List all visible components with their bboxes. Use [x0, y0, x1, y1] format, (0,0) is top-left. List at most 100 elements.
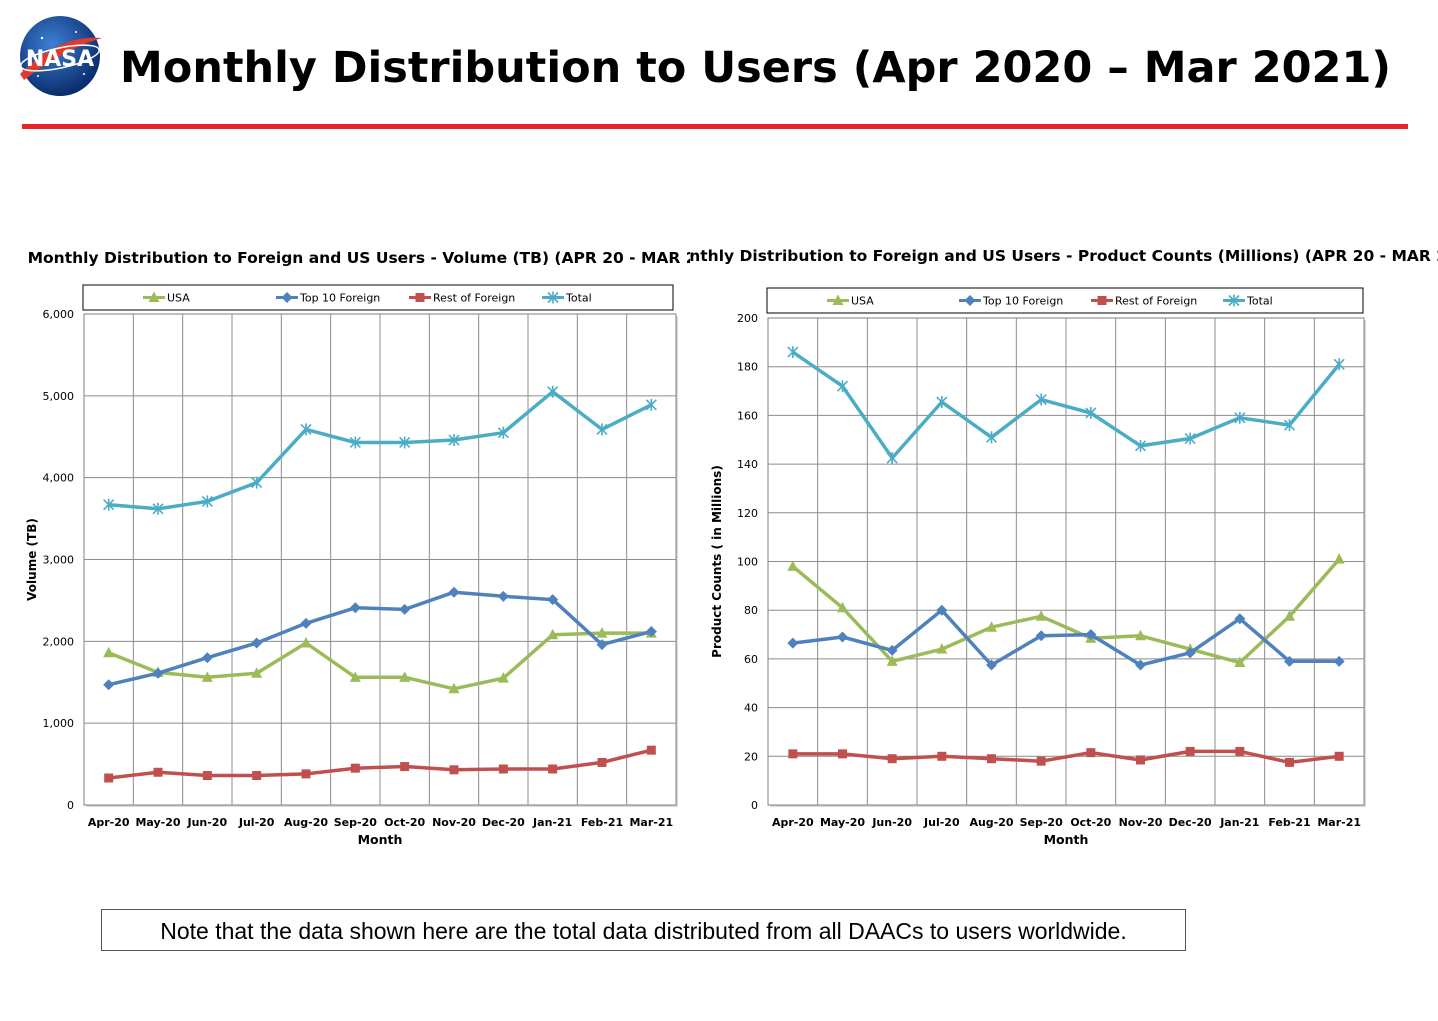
data-point-total: [787, 346, 799, 359]
x-tick-label: Jun-20: [871, 816, 912, 829]
data-point-rest-of-foreign: [498, 764, 508, 774]
y-tick-label: 6,000: [43, 308, 75, 321]
y-tick-label: 40: [744, 702, 758, 715]
x-tick-label: Dec-20: [482, 816, 525, 829]
data-point-usa: [547, 628, 559, 640]
data-point-top-10-foreign: [596, 639, 608, 651]
data-point-rest-of-foreign: [548, 764, 558, 774]
data-point-rest-of-foreign: [449, 765, 459, 775]
legend-marker-total: [547, 291, 559, 304]
data-point-rest-of-foreign: [400, 762, 410, 772]
data-point-usa: [497, 672, 509, 683]
data-point-usa: [986, 621, 997, 632]
data-point-rest-of-foreign: [597, 757, 607, 767]
y-tick-label: 100: [737, 556, 758, 569]
y-tick-label: 160: [737, 409, 758, 422]
volume-chart-title: Monthly Distribution to Foreign and US U…: [28, 249, 690, 267]
product-counts-chart-legend-box: [766, 287, 1364, 314]
data-point-top-10-foreign: [300, 617, 312, 629]
series-line-top-10-foreign: [792, 608, 1340, 667]
data-point-top-10-foreign: [1035, 630, 1047, 642]
data-point-rest-of-foreign: [646, 745, 656, 755]
data-point-total: [936, 396, 948, 409]
y-tick-label: 3,000: [43, 554, 75, 567]
series-line-usa: [108, 631, 652, 691]
y-tick-label: 60: [744, 653, 758, 666]
x-tick-label: Sep-20: [334, 816, 377, 829]
data-point-usa: [103, 646, 115, 658]
x-tick-label: May-20: [820, 816, 865, 829]
data-point-usa: [1035, 610, 1047, 621]
y-tick-label: 4,000: [43, 472, 75, 485]
data-point-top-10-foreign: [1184, 647, 1196, 659]
x-tick-label: Oct-20: [1070, 816, 1111, 829]
y-tick-label: 0: [67, 799, 74, 812]
data-point-top-10-foreign: [645, 626, 657, 638]
x-tick-label: Jul-20: [238, 816, 275, 829]
data-point-top-10-foreign: [1284, 655, 1295, 667]
data-point-rest-of-foreign: [838, 749, 847, 759]
x-tick-label: Aug-20: [969, 816, 1013, 829]
y-tick-label: 180: [737, 361, 758, 374]
data-point-total: [645, 398, 657, 411]
legend-marker-total: [1228, 294, 1240, 307]
data-point-usa: [1284, 610, 1295, 621]
data-point-rest-of-foreign: [153, 767, 163, 777]
series-line-top-10-foreign: [108, 590, 652, 687]
data-point-rest-of-foreign: [202, 771, 212, 781]
data-point-top-10-foreign: [837, 631, 848, 643]
data-point-total: [300, 423, 312, 436]
data-point-rest-of-foreign: [1285, 757, 1294, 767]
data-point-usa: [251, 667, 263, 678]
x-tick-label: Mar-21: [1317, 816, 1361, 829]
series-total: [787, 346, 1345, 465]
data-point-total: [886, 452, 898, 465]
data-point-total: [349, 436, 361, 449]
data-point-total: [1234, 411, 1246, 424]
data-point-rest-of-foreign: [788, 749, 798, 759]
data-point-top-10-foreign: [497, 590, 509, 602]
series-top-10-foreign: [103, 586, 657, 691]
data-point-rest-of-foreign: [937, 751, 947, 761]
volume-chart-x-axis-label: Month: [358, 832, 403, 847]
title-divider: [22, 124, 1408, 129]
data-point-rest-of-foreign: [1334, 751, 1344, 761]
legend-marker-top-10-foreign: [281, 292, 293, 303]
series-total: [103, 385, 657, 515]
legend-label-top-10-foreign: Top 10 Foreign: [982, 295, 1063, 308]
series-line-rest-of-foreign: [108, 748, 652, 780]
volume-chart-grid: [84, 314, 676, 805]
data-point-total: [1283, 419, 1296, 432]
data-point-total: [596, 423, 608, 436]
data-point-total: [1085, 406, 1097, 419]
data-point-usa: [399, 671, 411, 682]
y-tick-label: 200: [737, 312, 758, 325]
legend-marker-usa: [832, 294, 844, 305]
legend-label-rest-of-foreign: Rest of Foreign: [1115, 295, 1197, 308]
data-point-top-10-foreign: [251, 637, 263, 649]
data-point-total: [1184, 432, 1196, 445]
page-title: Monthly Distribution to Users (Apr 2020 …: [120, 43, 1392, 93]
data-point-rest-of-foreign: [987, 754, 996, 764]
data-point-top-10-foreign: [201, 652, 213, 664]
data-point-rest-of-foreign: [1036, 756, 1046, 766]
data-point-total: [547, 385, 559, 398]
series-usa: [103, 627, 657, 694]
data-point-total: [448, 434, 460, 447]
data-point-top-10-foreign: [986, 659, 997, 671]
legend-label-top-10-foreign: Top 10 Foreign: [299, 292, 380, 305]
y-tick-label: 120: [737, 507, 758, 520]
x-tick-label: Jan-21: [1219, 816, 1259, 829]
data-point-usa: [201, 671, 213, 682]
note-text: Note that the data shown here are the to…: [160, 918, 1127, 944]
series-rest-of-foreign: [104, 745, 656, 783]
data-point-total: [497, 426, 509, 439]
note-box: Note that the data shown here are the to…: [101, 909, 1186, 951]
data-point-rest-of-foreign: [1086, 748, 1096, 758]
series-line-usa: [791, 557, 1341, 665]
product-counts-chart: Monthly Distribution to Foreign and US U…: [690, 247, 1438, 847]
series-top-10-foreign: [787, 604, 1345, 671]
product-counts-chart-x-axis-label: Month: [1044, 832, 1089, 847]
data-point-rest-of-foreign: [1235, 746, 1245, 756]
data-point-total: [103, 498, 115, 511]
